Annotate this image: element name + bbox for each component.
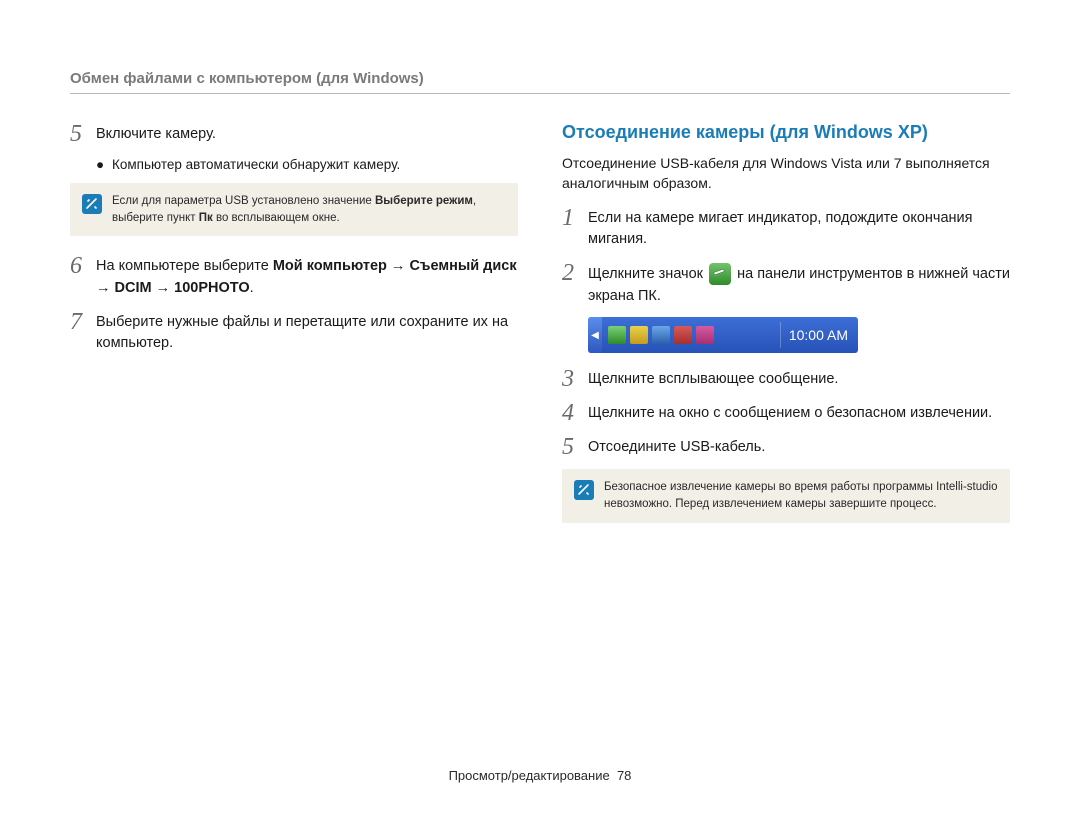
section-title: Отсоединение камеры (для Windows XP) bbox=[562, 122, 1010, 143]
step-number: 7 bbox=[70, 310, 96, 334]
footer-label: Просмотр/редактирование bbox=[449, 768, 610, 783]
page-root: Обмен файлами с компьютером (для Windows… bbox=[0, 0, 1080, 541]
note-box-1: Если для параметра USB установлено значе… bbox=[70, 183, 518, 236]
tray-volume-icon bbox=[674, 326, 692, 344]
tray-clock: 10:00 AM bbox=[783, 327, 858, 343]
tray-icons bbox=[602, 317, 720, 353]
step-body: Щелкните на окно с сообщением о безопасн… bbox=[588, 401, 992, 425]
step-number: 6 bbox=[70, 254, 96, 278]
step-r2: 2 Щелкните значок на панели инструментов… bbox=[562, 261, 1010, 307]
step-number: 5 bbox=[562, 435, 588, 459]
step-body: Включите камеру. bbox=[96, 122, 216, 146]
note-icon bbox=[574, 480, 594, 500]
step-number: 4 bbox=[562, 401, 588, 425]
safely-remove-icon bbox=[709, 263, 731, 285]
note-text: Если для параметра USB установлено значе… bbox=[112, 193, 506, 226]
step-number: 5 bbox=[70, 122, 96, 146]
note-icon bbox=[82, 194, 102, 214]
step-5-bullet: ● Компьютер автоматически обнаружит каме… bbox=[96, 156, 518, 175]
step-number: 3 bbox=[562, 367, 588, 391]
page-header-title: Обмен файлами с компьютером (для Windows… bbox=[70, 70, 1010, 94]
step-r4: 4 Щелкните на окно с сообщением о безопа… bbox=[562, 401, 1010, 425]
step-body: Если на камере мигает индикатор, подожди… bbox=[588, 206, 1010, 252]
step-5: 5 Включите камеру. bbox=[70, 122, 518, 146]
tray-shield-icon bbox=[630, 326, 648, 344]
page-footer: Просмотр/редактирование 78 bbox=[0, 768, 1080, 783]
taskbar-screenshot: ◀ 10:00 AM bbox=[588, 317, 858, 353]
bullet-text: Компьютер автоматически обнаружит камеру… bbox=[112, 156, 400, 175]
step-body: Щелкните значок на панели инструментов в… bbox=[588, 261, 1010, 307]
step-number: 2 bbox=[562, 261, 588, 285]
bullet-dot-icon: ● bbox=[96, 156, 112, 175]
step-r3: 3 Щелкните всплывающее сообщение. bbox=[562, 367, 1010, 391]
left-column: 5 Включите камеру. ● Компьютер автоматич… bbox=[70, 122, 518, 541]
footer-page-number: 78 bbox=[617, 768, 631, 783]
columns: 5 Включите камеру. ● Компьютер автоматич… bbox=[70, 122, 1010, 541]
section-subtext: Отсоединение USB-кабеля для Windows Vist… bbox=[562, 153, 1010, 194]
step-body: Отсоедините USB-кабель. bbox=[588, 435, 765, 459]
tray-separator bbox=[780, 322, 781, 348]
step-body: Щелкните всплывающее сообщение. bbox=[588, 367, 838, 391]
note-text: Безопасное извлечение камеры во время ра… bbox=[604, 479, 998, 512]
step-number: 1 bbox=[562, 206, 588, 230]
step-7: 7 Выберите нужные файлы и перетащите или… bbox=[70, 310, 518, 356]
right-column: Отсоединение камеры (для Windows XP) Отс… bbox=[562, 122, 1010, 541]
note-box-2: Безопасное извлечение камеры во время ра… bbox=[562, 469, 1010, 522]
step-6: 6 На компьютере выберите Мой компьютер →… bbox=[70, 254, 518, 300]
step-r1: 1 Если на камере мигает индикатор, подож… bbox=[562, 206, 1010, 252]
tray-network-icon bbox=[652, 326, 670, 344]
step-body: На компьютере выберите Мой компьютер → С… bbox=[96, 254, 518, 300]
tray-remove-hardware-icon bbox=[608, 326, 626, 344]
step-body: Выберите нужные файлы и перетащите или с… bbox=[96, 310, 518, 356]
taskbar-expand-icon: ◀ bbox=[588, 317, 602, 353]
step-r5: 5 Отсоедините USB-кабель. bbox=[562, 435, 1010, 459]
tray-misc-icon bbox=[696, 326, 714, 344]
